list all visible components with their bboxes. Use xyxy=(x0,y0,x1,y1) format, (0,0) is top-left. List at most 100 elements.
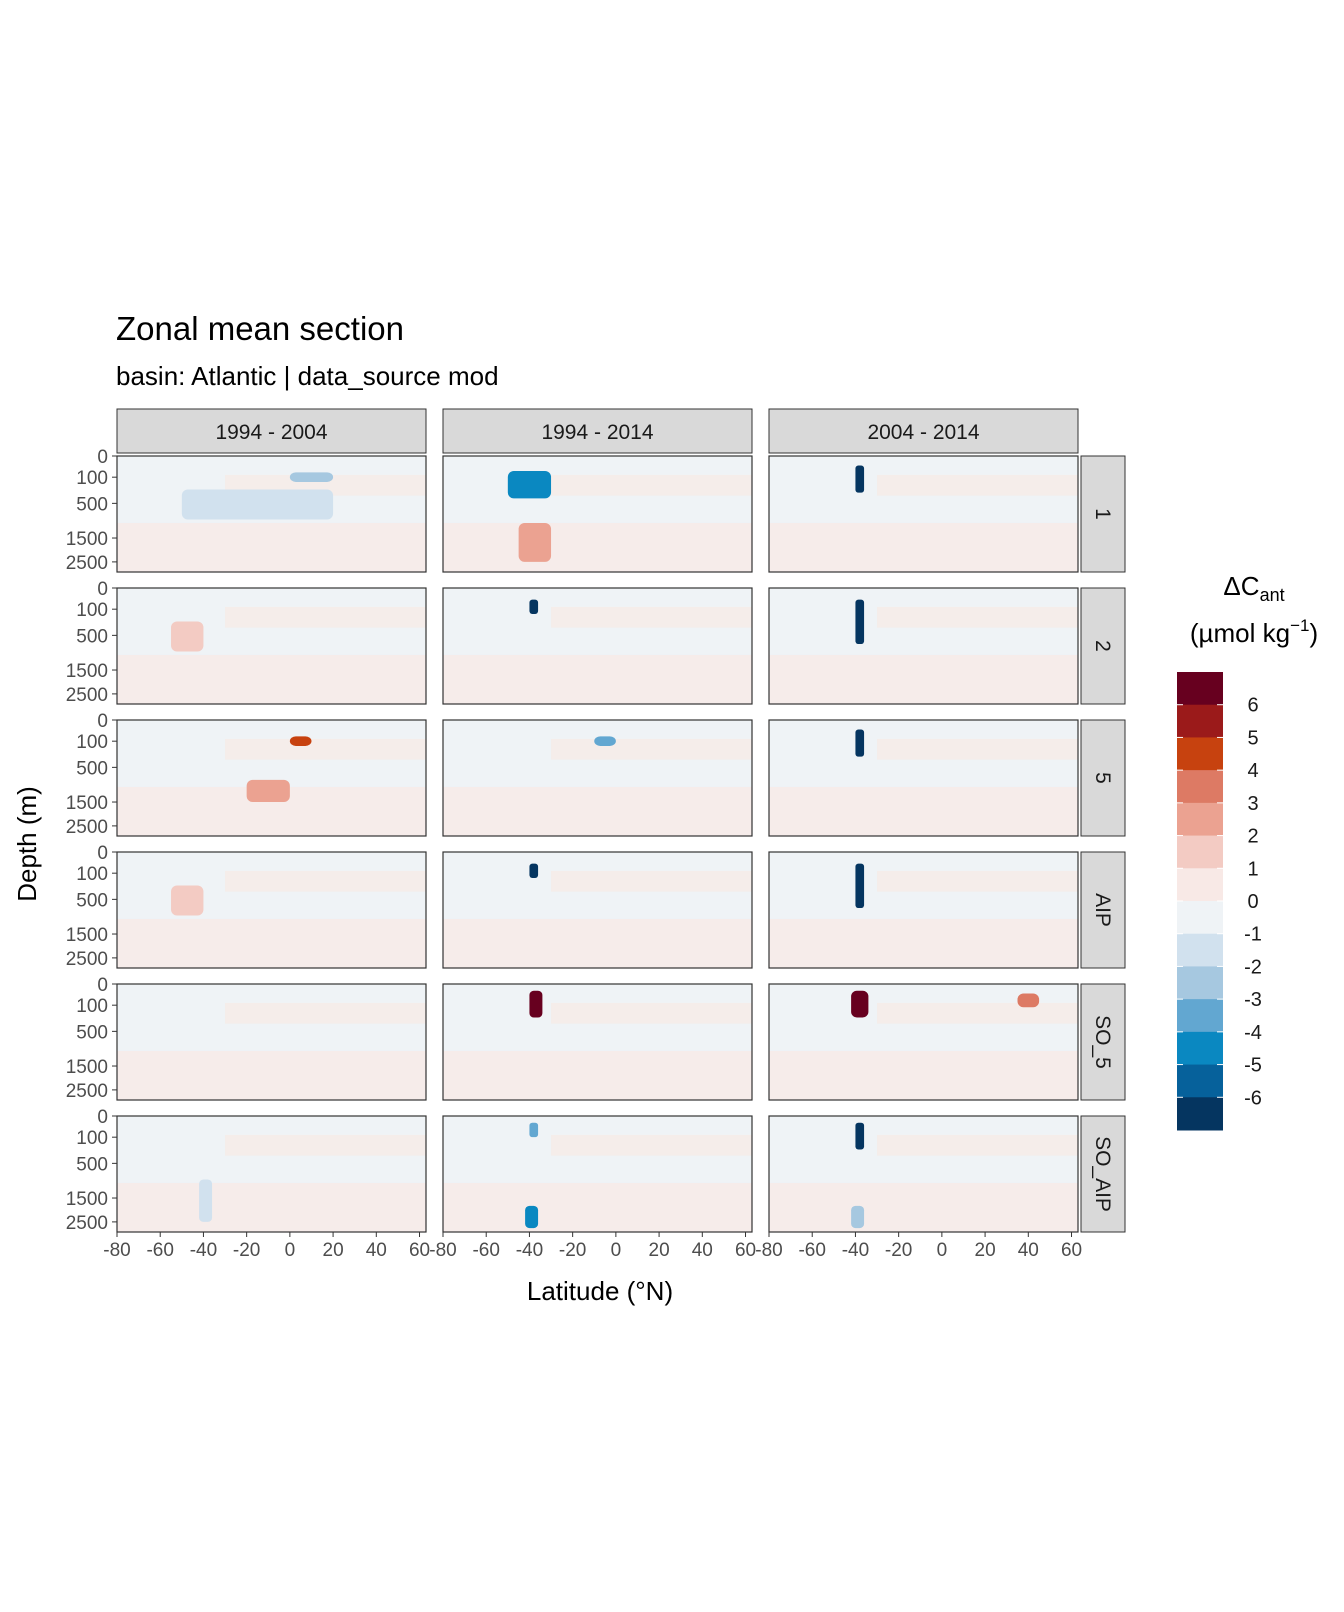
contour-region xyxy=(855,863,865,909)
y-tick-label: 1500 xyxy=(66,925,108,946)
column-strip-label: 1994 - 2014 xyxy=(541,421,653,444)
positive-band xyxy=(443,918,752,968)
y-tick-label: 0 xyxy=(97,711,108,732)
panel-border xyxy=(442,1115,753,1233)
column-strip xyxy=(116,408,427,454)
positive-band xyxy=(551,474,752,496)
color-legend: ΔCant (µmol kg−1) 6 5 4 3 2 1 0 -1 -2 -3 -4 -5 -6 xyxy=(1177,571,1318,1131)
x-tick-label: -80 xyxy=(429,1240,456,1261)
legend-label: 2 xyxy=(1247,826,1258,848)
legend-swatch xyxy=(1177,1097,1223,1131)
y-tick-label: 0 xyxy=(97,975,108,996)
positive-band xyxy=(443,1050,752,1100)
panel-border xyxy=(442,983,753,1101)
y-tick-label: 0 xyxy=(97,579,108,600)
positive-band xyxy=(443,654,752,704)
positive-band xyxy=(443,522,752,572)
y-tick-label: 100 xyxy=(76,1128,108,1149)
y-tick-label: 0 xyxy=(97,843,108,864)
legend-swatch xyxy=(1177,672,1223,706)
row-strip xyxy=(1080,983,1126,1101)
y-tick-label: 0 xyxy=(97,447,108,468)
y-tick-label: 1500 xyxy=(66,661,108,682)
x-tick-label: -20 xyxy=(559,1240,586,1261)
positive-band xyxy=(877,870,1078,892)
contour-region xyxy=(199,1179,213,1222)
x-tick-label: 60 xyxy=(735,1240,756,1261)
x-tick-label: -80 xyxy=(755,1240,782,1261)
x-tick-label: 0 xyxy=(937,1240,948,1261)
row-strip-label: 2 xyxy=(1091,640,1114,652)
chart-title: Zonal mean section xyxy=(116,310,404,347)
chart-subtitle: basin: Atlantic | data_source mod xyxy=(116,361,499,391)
legend-label: -4 xyxy=(1244,1022,1262,1044)
column-strip-label: 1994 - 2004 xyxy=(215,421,327,444)
legend-swatch xyxy=(1177,770,1223,804)
row-strip-label: 1 xyxy=(1091,508,1114,520)
row-strip xyxy=(1080,455,1126,573)
x-tick-label: -60 xyxy=(472,1240,499,1261)
y-tick-label: 1500 xyxy=(66,1057,108,1078)
panel-border xyxy=(116,719,427,837)
contour-region xyxy=(855,1122,865,1150)
positive-band xyxy=(769,918,1078,968)
positive-band xyxy=(551,1002,752,1024)
positive-band xyxy=(769,786,1078,836)
contour-region xyxy=(1017,993,1040,1008)
y-tick-label: 500 xyxy=(76,1154,108,1175)
contour-region xyxy=(171,885,204,916)
panel-border xyxy=(442,455,753,573)
x-tick-label: -40 xyxy=(190,1240,217,1261)
panel-border xyxy=(442,587,753,705)
x-tick-label: 0 xyxy=(611,1240,622,1261)
row-strip xyxy=(1080,587,1126,705)
positive-band xyxy=(877,738,1078,760)
x-tick-label: 60 xyxy=(1061,1240,1082,1261)
column-strip-label: 2004 - 2014 xyxy=(867,421,979,444)
contour-region xyxy=(594,736,616,746)
contour-region xyxy=(289,736,312,746)
y-tick-label: 1500 xyxy=(66,1189,108,1210)
row-strip xyxy=(1080,719,1126,837)
x-tick-label: 60 xyxy=(409,1240,430,1261)
contour-region xyxy=(851,1205,865,1229)
y-tick-label: 100 xyxy=(76,468,108,489)
positive-band xyxy=(225,1002,426,1024)
legend-swatch xyxy=(1177,704,1223,738)
legend-swatch xyxy=(1177,802,1223,837)
y-tick-label: 500 xyxy=(76,1022,108,1043)
legend-swatch xyxy=(1177,1031,1223,1066)
x-tick-label: 40 xyxy=(692,1240,713,1261)
positive-band xyxy=(877,474,1078,496)
positive-band xyxy=(769,1050,1078,1100)
positive-band xyxy=(117,522,426,572)
positive-band xyxy=(225,738,426,760)
legend-swatch xyxy=(1177,901,1223,935)
contour-region xyxy=(246,779,290,803)
contour-region xyxy=(855,465,865,493)
contour-region xyxy=(855,599,865,645)
contour-region xyxy=(289,472,334,482)
positive-band xyxy=(551,738,752,760)
y-axis-title: Depth (m) xyxy=(12,786,42,902)
y-tick-label: 1500 xyxy=(66,529,108,550)
contour-region xyxy=(529,599,539,614)
legend-label: 1 xyxy=(1247,858,1258,880)
legend-swatch xyxy=(1177,1064,1223,1098)
legend-swatch xyxy=(1177,999,1223,1033)
positive-band xyxy=(769,1182,1078,1232)
panel-border xyxy=(116,455,427,573)
y-tick-label: 500 xyxy=(76,626,108,647)
y-tick-label: 500 xyxy=(76,890,108,911)
x-tick-label: -20 xyxy=(885,1240,912,1261)
column-strip xyxy=(442,408,753,454)
legend-swatch xyxy=(1177,835,1223,869)
y-tick-label: 2500 xyxy=(66,685,108,706)
x-tick-label: 20 xyxy=(323,1240,344,1261)
legend-label: 0 xyxy=(1247,891,1258,913)
positive-band xyxy=(551,1134,752,1156)
panel-border xyxy=(116,587,427,705)
panel-border xyxy=(116,1115,427,1233)
legend-swatch xyxy=(1177,966,1223,1000)
x-tick-label: 40 xyxy=(1018,1240,1039,1261)
